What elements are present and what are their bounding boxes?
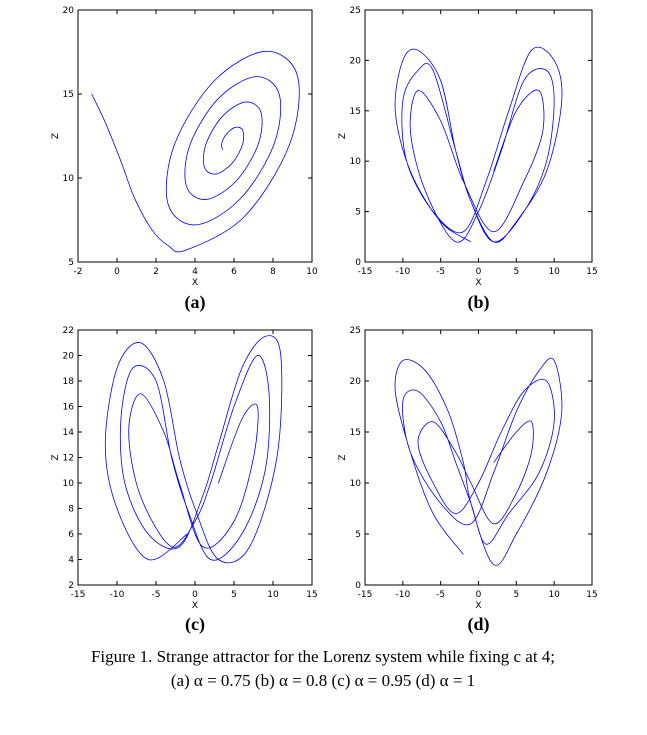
y-tick-label: 20	[350, 56, 362, 66]
trajectory	[91, 50, 300, 253]
x-tick-label: -15	[71, 590, 86, 600]
x-axis-label: X	[475, 601, 481, 611]
plot-area	[104, 335, 283, 564]
x-tick-label: 10	[548, 267, 560, 277]
y-tick-label: 22	[63, 326, 74, 336]
axes-frame	[77, 329, 313, 586]
trajectory	[394, 357, 563, 566]
y-tick-label: 15	[63, 90, 74, 100]
x-tick-label: -10	[110, 590, 125, 600]
trajectory	[104, 335, 283, 564]
y-tick-label: 6	[68, 530, 74, 540]
y-tick-label: 25	[350, 326, 361, 336]
y-tick-label: 10	[63, 174, 75, 184]
x-axis-label: X	[192, 278, 198, 288]
x-tick-label: -15	[358, 267, 373, 277]
y-axis-label: Z	[338, 454, 348, 460]
plot-area	[394, 357, 563, 566]
x-tick-label: 15	[306, 590, 317, 600]
y-tick-label: 15	[350, 428, 361, 438]
y-tick-label: 10	[350, 157, 362, 167]
y-tick-label: 25	[350, 6, 361, 16]
subplot: -15 -10 -5 0 5 10 15 0 5 10 15 20 25 X Z (d)	[338, 326, 598, 635]
x-tick-label: 0	[114, 267, 120, 277]
subplot: -15 -10 -5 0 5 10 15 2 4 6 8 10 12 14 16 18 20 22 X Z (c)	[51, 326, 318, 635]
y-tick-label: 12	[63, 454, 74, 464]
y-tick-label: 20	[350, 377, 362, 387]
x-axis-label: X	[475, 278, 481, 288]
x-tick-label: 0	[192, 590, 198, 600]
y-axis-label: Z	[338, 133, 348, 139]
caption-line: (a) α = 0.75 (b) α = 0.8 (c) α = 0.95 (d…	[171, 671, 475, 690]
y-tick-label: 0	[355, 258, 361, 268]
x-axis-label: X	[192, 601, 198, 611]
panel-label: (a)	[185, 292, 206, 313]
x-tick-label: -5	[436, 590, 445, 600]
x-tick-label: 5	[231, 590, 237, 600]
y-tick-label: 14	[63, 428, 75, 438]
x-tick-label: -10	[395, 267, 410, 277]
x-tick-label: 6	[231, 267, 237, 277]
y-axis-label: Z	[51, 133, 61, 139]
x-tick-label: 10	[548, 590, 560, 600]
x-tick-label: 15	[586, 590, 597, 600]
x-tick-label: -10	[395, 590, 410, 600]
x-tick-label: 0	[476, 590, 482, 600]
y-tick-label: 5	[355, 208, 361, 218]
y-tick-label: 10	[350, 479, 362, 489]
y-tick-label: 15	[350, 107, 361, 117]
x-tick-label: 15	[586, 267, 597, 277]
x-tick-label: -5	[436, 267, 445, 277]
x-tick-label: -15	[358, 590, 373, 600]
panel-label: (b)	[468, 292, 490, 313]
x-tick-label: 5	[513, 267, 519, 277]
x-tick-label: -2	[74, 267, 83, 277]
y-tick-label: 10	[63, 479, 75, 489]
subplot: -15 -10 -5 0 5 10 15 0 5 10 15 20 25 X Z (b)	[338, 6, 598, 313]
axes-frame	[364, 329, 593, 586]
panel-label: (c)	[185, 614, 205, 635]
trajectory	[394, 46, 563, 243]
x-tick-label: -5	[152, 590, 161, 600]
x-tick-label: 2	[153, 267, 159, 277]
y-tick-label: 4	[68, 556, 74, 566]
x-tick-label: 0	[476, 267, 482, 277]
subplot: -2 0 2 4 6 8 10 5 10 15 20 X Z (a)	[51, 6, 318, 313]
x-tick-label: 5	[513, 590, 519, 600]
y-tick-label: 20	[63, 352, 75, 362]
x-tick-label: 10	[267, 590, 279, 600]
panel-label: (d)	[468, 614, 490, 635]
x-tick-label: 10	[306, 267, 318, 277]
x-tick-label: 4	[192, 267, 198, 277]
y-tick-label: 20	[63, 6, 75, 16]
y-tick-label: 0	[355, 581, 361, 591]
y-tick-label: 5	[68, 258, 74, 268]
caption-line: Figure 1. Strange attractor for the Lore…	[91, 647, 555, 666]
plot-area	[394, 46, 563, 243]
plot-area	[91, 50, 300, 253]
x-tick-label: 8	[270, 267, 276, 277]
y-tick-label: 8	[68, 505, 74, 515]
y-tick-label: 5	[355, 530, 361, 540]
y-tick-label: 2	[68, 581, 74, 591]
y-axis-label: Z	[51, 454, 61, 460]
y-tick-label: 18	[63, 377, 75, 387]
y-tick-label: 16	[63, 403, 75, 413]
